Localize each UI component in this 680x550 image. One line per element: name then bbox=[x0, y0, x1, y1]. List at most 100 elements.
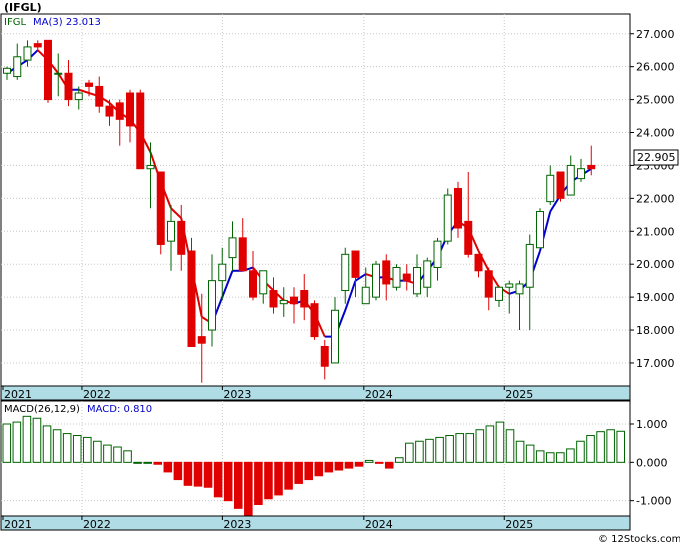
ma-segment bbox=[221, 270, 234, 298]
macd-bar bbox=[93, 440, 102, 463]
candle-up bbox=[536, 211, 544, 249]
candle-up bbox=[208, 280, 216, 331]
price-x-tick-label: 2024 bbox=[365, 388, 393, 401]
macd-date-axis-bar bbox=[0, 515, 631, 531]
candle-down bbox=[351, 250, 360, 278]
candle-up bbox=[259, 270, 268, 295]
candle-up bbox=[146, 164, 155, 170]
candle-down bbox=[156, 171, 165, 245]
candle-up bbox=[167, 220, 175, 242]
candle-up bbox=[433, 240, 442, 268]
ma-segment bbox=[78, 88, 90, 94]
candle-down bbox=[238, 237, 247, 272]
candle-up bbox=[3, 67, 11, 74]
candle-down bbox=[85, 82, 93, 87]
candle-up bbox=[515, 283, 524, 295]
candle-up bbox=[279, 299, 288, 305]
macd-bar bbox=[586, 435, 595, 463]
macd-bar bbox=[556, 452, 565, 463]
macd-bar bbox=[395, 457, 404, 463]
candle-up bbox=[413, 266, 421, 295]
price-y-tick-label: 21.000 bbox=[636, 225, 675, 238]
price-y-tick-label: 26.000 bbox=[636, 61, 675, 74]
price-x-tick-label: 2022 bbox=[83, 388, 111, 401]
macd-bar bbox=[384, 461, 394, 469]
candle-down bbox=[320, 345, 329, 367]
price-y-tick-label: 18.000 bbox=[636, 324, 675, 337]
macd-y-tick-label: 0.000 bbox=[636, 456, 668, 469]
macd-bar bbox=[495, 421, 505, 463]
price-y-tick-label: 27.000 bbox=[636, 28, 675, 41]
macd-bar bbox=[505, 429, 515, 463]
macd-x-tick-label: 2023 bbox=[223, 518, 251, 531]
macd-bar bbox=[72, 435, 82, 463]
candle-down bbox=[474, 253, 483, 272]
macd-bar bbox=[576, 440, 585, 463]
macd-bar bbox=[274, 461, 283, 496]
macd-bar bbox=[223, 461, 233, 502]
macd-bar bbox=[425, 438, 434, 463]
macd-bar bbox=[284, 461, 293, 490]
macd-bar bbox=[485, 425, 495, 463]
macd-bar bbox=[62, 433, 72, 463]
candle-down bbox=[64, 72, 73, 101]
macd-bar bbox=[213, 461, 223, 498]
macd-y-tick-label: -1.000 bbox=[636, 495, 671, 508]
last-price-label: 22.905 bbox=[637, 151, 676, 164]
macd-bars bbox=[2, 415, 626, 517]
macd-bar bbox=[163, 461, 173, 473]
macd-bar bbox=[515, 440, 525, 463]
macd-bar bbox=[12, 421, 22, 463]
candle-up bbox=[495, 286, 503, 301]
ma-segment bbox=[170, 207, 182, 219]
macd-x-axis: 2021 2022 2023 2024 2025 bbox=[2, 516, 533, 531]
candle-up bbox=[546, 174, 555, 203]
last-price-box bbox=[633, 149, 679, 166]
candle-down bbox=[105, 105, 114, 117]
macd-bar bbox=[2, 423, 12, 463]
candle-down bbox=[310, 303, 319, 338]
candle-up bbox=[577, 168, 585, 180]
macd-bar bbox=[445, 435, 454, 463]
macd-bar bbox=[405, 442, 414, 463]
credit-text: © 12Stocks.com bbox=[598, 534, 680, 545]
macd-x-tick-label: 2022 bbox=[83, 518, 111, 531]
candle-down bbox=[454, 187, 462, 229]
candle-down bbox=[484, 270, 493, 298]
candle-down bbox=[126, 92, 134, 127]
macd-bar bbox=[535, 450, 545, 463]
macd-bar bbox=[103, 444, 112, 463]
candle-up bbox=[525, 243, 534, 288]
macd-bar bbox=[153, 461, 163, 465]
candle-down bbox=[187, 250, 196, 347]
candle-up bbox=[13, 56, 22, 78]
macd-bar bbox=[264, 461, 273, 500]
candle-down bbox=[95, 85, 104, 107]
macd-bar bbox=[83, 436, 92, 463]
macd-bar bbox=[566, 448, 575, 463]
macd-bar bbox=[233, 461, 243, 509]
candle-down bbox=[300, 290, 309, 308]
macd-bar bbox=[344, 461, 354, 469]
macd-bar bbox=[616, 430, 626, 463]
candle-down bbox=[402, 273, 411, 282]
candle-up bbox=[443, 194, 452, 242]
price-date-axis-bar bbox=[0, 385, 631, 401]
ma-segment bbox=[354, 273, 367, 282]
macd-bar bbox=[123, 450, 132, 463]
price-candles bbox=[3, 39, 596, 383]
chart-title: (IFGL) bbox=[4, 1, 42, 14]
candle-down bbox=[382, 260, 391, 285]
price-y-tick-label: 25.000 bbox=[636, 94, 675, 107]
price-panel-frame bbox=[0, 13, 631, 401]
macd-bar bbox=[133, 461, 142, 464]
macd-bar bbox=[465, 433, 475, 463]
macd-bar bbox=[173, 461, 183, 481]
candle-up bbox=[423, 260, 432, 288]
candle-down bbox=[290, 296, 298, 305]
macd-bar bbox=[52, 429, 62, 463]
price-y-tick-label: 17.000 bbox=[636, 357, 675, 370]
price-y-tick-label: 20.000 bbox=[636, 258, 675, 271]
candle-up bbox=[505, 283, 514, 288]
candle-up bbox=[566, 164, 575, 196]
